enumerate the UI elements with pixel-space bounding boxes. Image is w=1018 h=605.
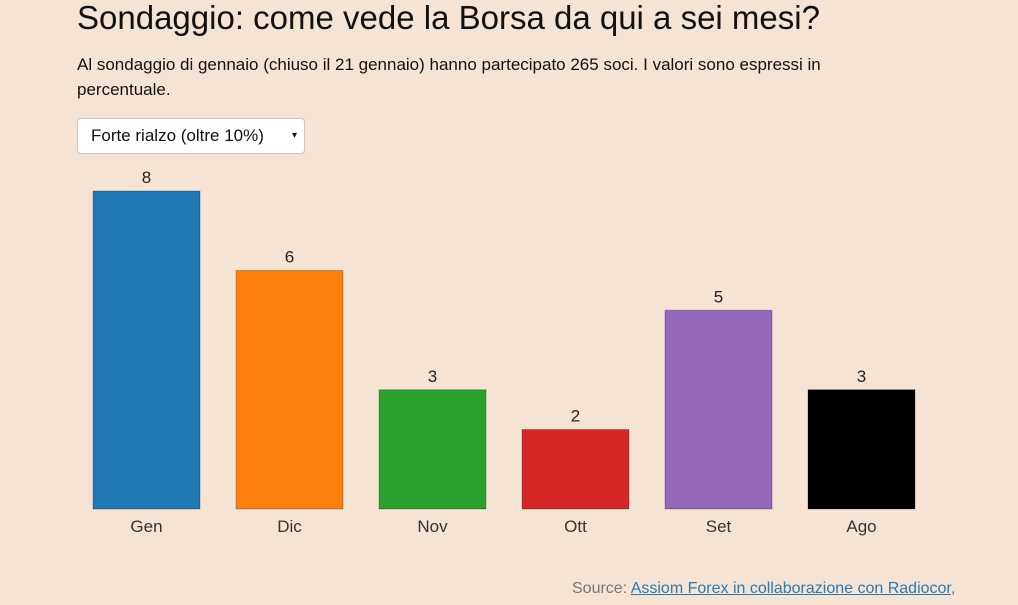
bar-chart: 8 Gen 6 Dic 3 Nov 2 Ott 5 Set 3 Ago	[92, 168, 916, 536]
bar-nov[interactable]	[378, 389, 487, 510]
x-tick-label: Gen	[130, 517, 162, 536]
bar-value-label: 8	[142, 168, 151, 187]
source-link[interactable]: Assiom Forex in collaborazione con Radio…	[630, 580, 951, 597]
bar-value-label: 5	[714, 287, 723, 306]
x-tick-label: Dic	[277, 517, 302, 536]
bar-dic[interactable]	[235, 270, 344, 510]
bar-gen[interactable]	[92, 190, 201, 510]
page-title: Sondaggio: come vede la Borsa da qui a s…	[77, 0, 820, 36]
page-subtitle: Al sondaggio di gennaio (chiuso il 21 ge…	[77, 55, 821, 99]
x-tick-label: Ago	[846, 517, 876, 536]
source-note: Source: Assiom Forex in collaborazione c…	[572, 580, 955, 598]
chevron-down-icon: ▾	[291, 130, 297, 141]
answer-select[interactable]: Forte rialzo (oltre 10%) ▾	[77, 118, 305, 154]
bar-ago[interactable]	[807, 389, 916, 510]
bar-value-label: 3	[428, 367, 437, 386]
x-tick-label: Nov	[417, 517, 448, 536]
bar-value-label: 6	[285, 248, 294, 267]
bar-set[interactable]	[664, 309, 773, 510]
answer-select-value: Forte rialzo (oltre 10%)	[91, 126, 264, 145]
source-trailing: ,	[950, 580, 956, 597]
bar-value-label: 3	[857, 367, 866, 386]
source-label: Source:	[572, 580, 631, 597]
x-tick-label: Ott	[564, 517, 587, 536]
x-tick-label: Set	[706, 517, 732, 536]
bar-ott[interactable]	[521, 429, 630, 510]
bar-value-label: 2	[571, 407, 580, 426]
